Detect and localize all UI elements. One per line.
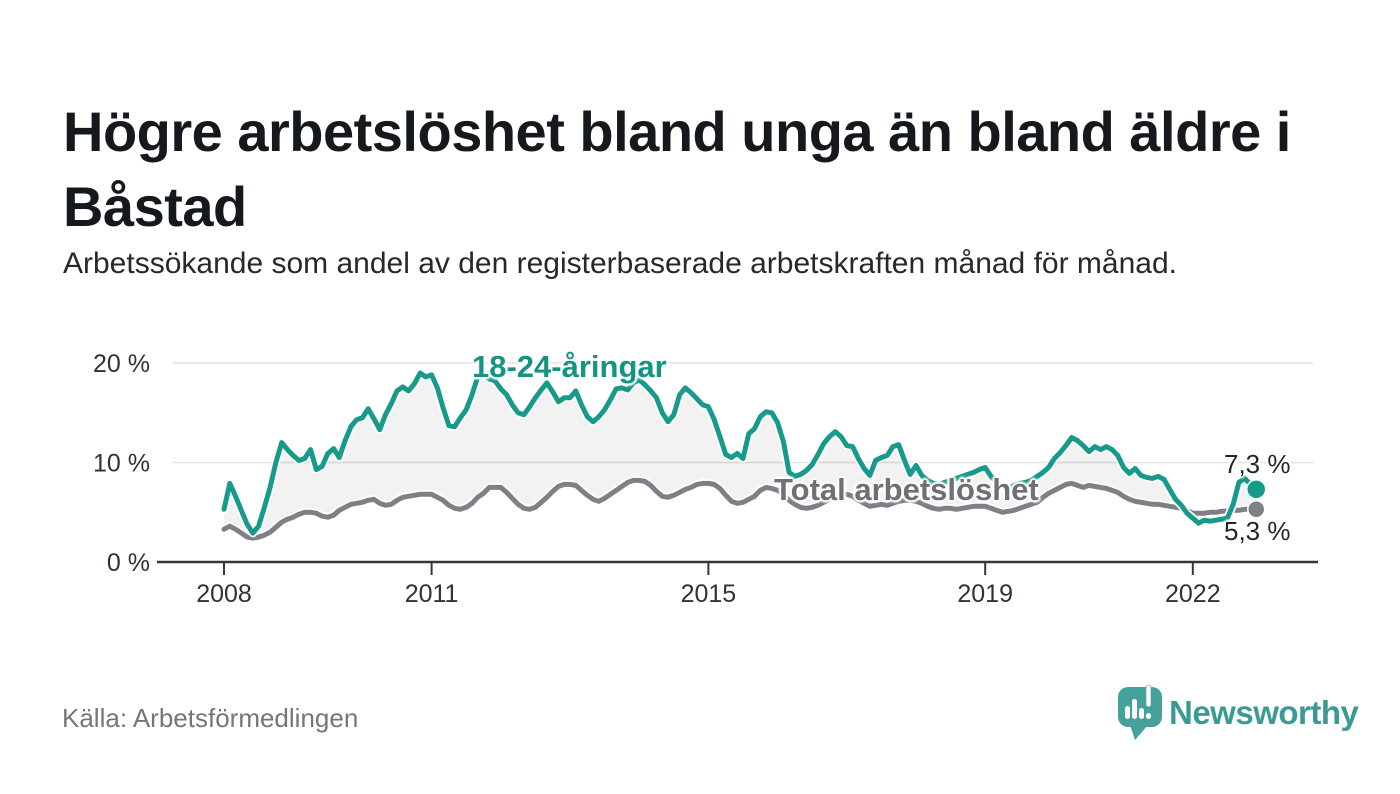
youth-end-dot	[1245, 479, 1267, 500]
area-between-series	[224, 373, 1257, 539]
page-title: Högre arbetslöshet bland unga än bland ä…	[63, 99, 1291, 238]
x-tick-label: 2011	[405, 580, 459, 608]
x-tick-label: 2019	[957, 580, 1013, 608]
chart-plot-area: 0 % 10 % 20 % 2008 2011 2015 2019 2022	[93, 350, 1318, 608]
end-value-label-young: 7,3 %	[1224, 449, 1291, 479]
brand-wordmark: Newsworthy	[1169, 694, 1359, 731]
y-tick-label: 0 %	[107, 549, 150, 577]
source-note: Källa: Arbetsförmedlingen	[62, 703, 359, 733]
newsworthy-bubble-icon	[1118, 684, 1162, 740]
total-end-dot	[1246, 500, 1266, 519]
x-tick-label: 2008	[196, 580, 252, 608]
total-line	[221, 477, 1259, 541]
x-tick-label: 2015	[681, 580, 737, 608]
page-subtitle: Arbetssökande som andel av den registerb…	[63, 247, 1177, 280]
y-tick-label: 20 %	[93, 350, 150, 378]
series-label-total: Total arbetslöshet	[774, 472, 1039, 507]
line-chart: 0 % 10 % 20 % 2008 2011 2015 2019 2022 18-24-år…	[0, 330, 1400, 630]
end-value-label-total: 5,3 %	[1224, 516, 1291, 546]
series-label-young: 18-24-åringar	[472, 349, 667, 384]
brand-logo: Newsworthy	[1117, 684, 1359, 744]
x-tick-label: 2022	[1165, 580, 1221, 608]
y-tick-label: 10 %	[93, 450, 150, 478]
youth-line	[221, 370, 1259, 536]
